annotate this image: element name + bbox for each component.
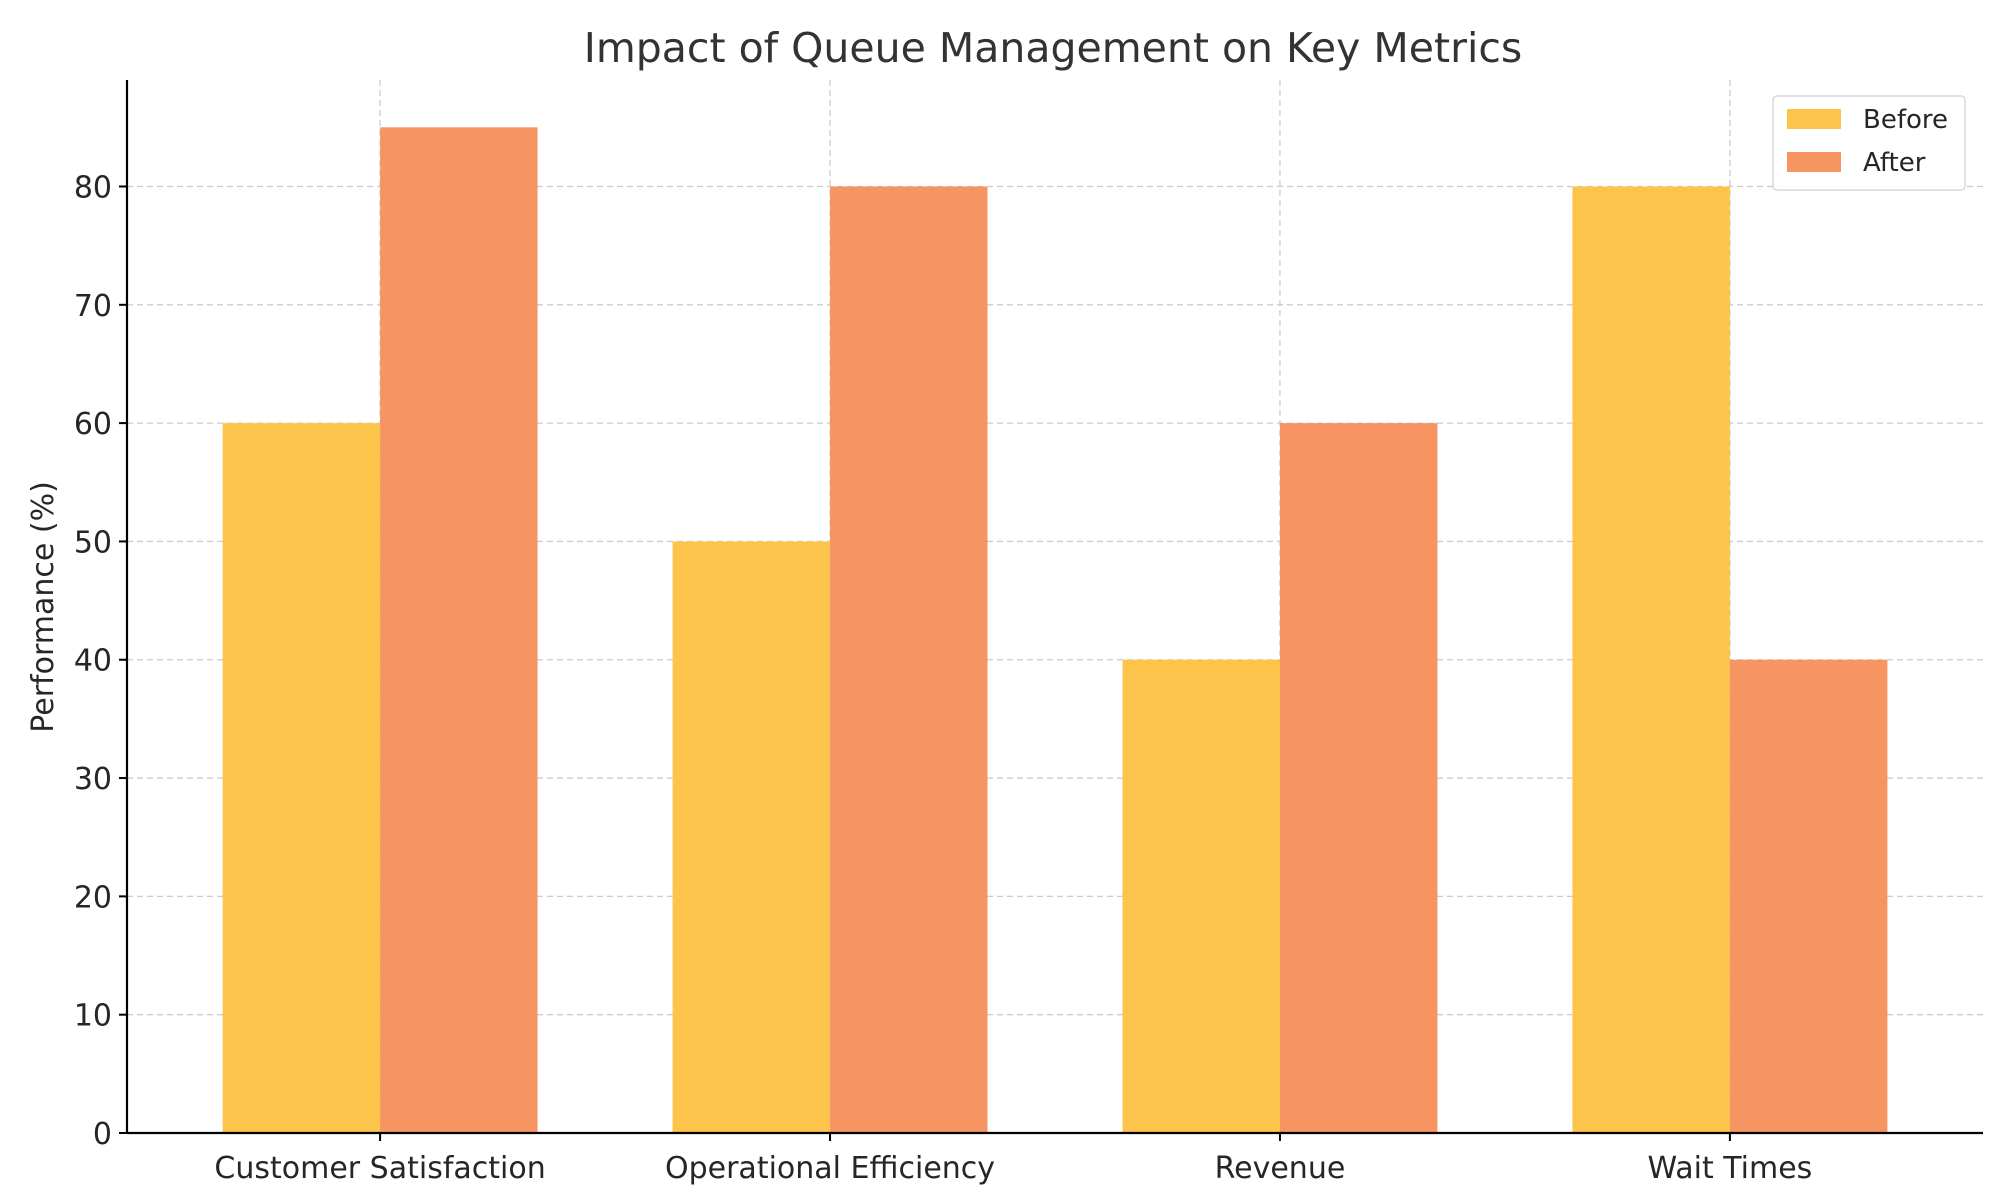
y-tick-label: 70 — [74, 289, 112, 324]
y-tick-label: 60 — [74, 407, 112, 442]
x-tick-label: Wait Times — [1648, 1151, 1813, 1186]
x-tick-label: Customer Satisfaction — [214, 1151, 545, 1186]
bar-after — [1729, 659, 1888, 1133]
x-tick-label: Operational Efficiency — [665, 1151, 995, 1186]
y-tick-label: 40 — [74, 644, 112, 679]
bar-before — [672, 541, 831, 1133]
legend-swatch-after — [1787, 152, 1841, 172]
legend-label-after: After — [1863, 148, 1926, 178]
bar-after — [380, 127, 538, 1133]
legend-swatch-before — [1787, 109, 1841, 129]
legend: Before After — [1772, 95, 1966, 191]
bar-before — [1122, 659, 1280, 1133]
y-tick-label: 30 — [74, 762, 112, 797]
bar-before — [222, 423, 381, 1133]
y-tick-label: 10 — [74, 999, 112, 1034]
y-tick-label: 0 — [93, 1117, 112, 1152]
axes: 0 10 20 30 40 50 60 70 80 Customer Satisfaction Op… — [74, 80, 1983, 1186]
legend-label-before: Before — [1863, 105, 1948, 135]
bars — [222, 127, 1888, 1133]
y-axis-label: Performance (%) — [26, 481, 61, 733]
bar-after — [830, 186, 988, 1133]
y-tick-label: 20 — [74, 880, 112, 915]
y-tick-label: 80 — [74, 170, 112, 205]
y-tick-label: 50 — [74, 525, 112, 560]
chart-title: Impact of Queue Management on Key Metric… — [584, 24, 1523, 72]
x-tick-label: Revenue — [1215, 1151, 1346, 1186]
bar-before — [1572, 186, 1730, 1133]
bar-after — [1279, 423, 1438, 1133]
